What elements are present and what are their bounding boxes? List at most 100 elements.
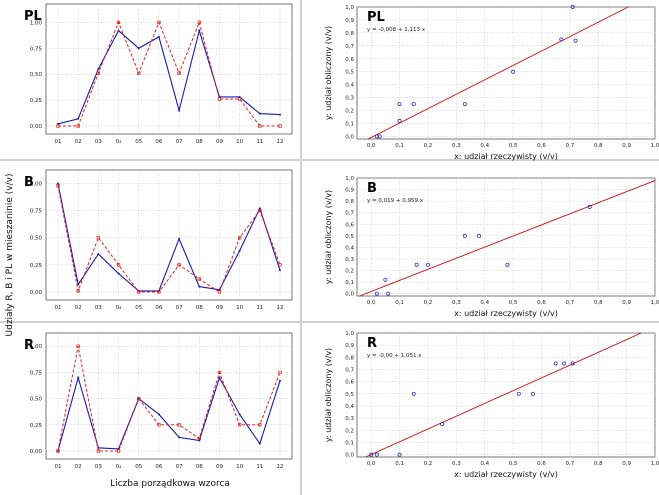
x-tick-label: 0,0 [367,143,376,149]
x-tick-label: 02 [75,464,82,470]
y-tick-label: 0,5 [345,70,354,76]
x-tick-label: 1,0 [651,143,659,149]
x-tick-label: 0₄ [116,464,122,470]
x-tick-label: 0,5 [509,300,518,306]
plot-frame [356,332,656,458]
observed-point [238,413,241,416]
x-tick-label: 0,2 [424,143,433,149]
y-tick-label: 0,4 [345,404,354,410]
y-tick-label: 0,25 [30,98,43,104]
data-point [377,134,382,139]
calculated-point [177,263,181,267]
x-tick-label: 05 [135,464,142,470]
b-scatter-chart: 0,0 0,1 0,2 0,3 0,4 0,5 0,6 0,7 0,8 0,9 1,0 0,0 0,1 0… [324,176,659,318]
y-tick-label: 0,50 [30,72,43,78]
data-point [374,452,379,457]
y-tick-label: 0,2 [345,109,354,115]
x-tick-label: 03 [95,464,102,470]
x-tick-label: 08 [196,464,203,470]
y-tick-label: 0,75 [30,46,43,52]
pl-line-chart: 01 02 03 0₄ 05 06 07 08 09 10 11 12 0,00 0,25 0,50 0,75… [24,3,293,145]
calculated-series-line [57,346,281,452]
regression-line [359,180,656,297]
observed-series-line [57,183,281,292]
y-tick-label: 0,4 [345,83,354,89]
observed-point [178,237,181,240]
x-tick-label: 0,1 [395,461,404,467]
calculated-point [56,449,60,453]
data-point [386,291,391,296]
data-point [562,361,567,366]
x-tick-label: 0,4 [480,461,489,467]
data-point [411,102,416,107]
calculated-point [197,20,201,25]
x-tick-label: 09 [216,305,223,311]
data-point [553,361,558,366]
y-tick-label: 0,6 [345,57,354,63]
y-tick-label: 0,1 [345,280,354,286]
x-tick-label: 0,4 [480,143,489,149]
left-y-axis-label: Udziały R, B i PL w mieszaninie (v/v) [5,173,15,337]
observed-point [279,269,281,272]
data-point [462,102,467,107]
y-tick-label: 0,25 [30,263,43,269]
plot-frame [356,177,656,297]
panel-label: B [24,175,34,190]
x-tick-label: 0,5 [509,461,518,467]
y-tick-label: 0,00 [30,290,43,296]
y-tick-label: 0,50 [30,236,43,242]
y-tick-label: 0,3 [345,96,354,102]
y-tick-label: 1,00 [30,20,43,26]
observed-point [77,283,80,286]
x-tick-label: 06 [155,305,162,311]
r-line-chart: 01 02 03 0₄ 05 06 07 08 09 10 11 12 0,00 0,25 0,50 0,75… [24,332,293,470]
calculated-point [217,370,222,375]
observed-point [218,376,221,379]
observed-point [258,207,261,210]
x-tick-label: 12 [277,305,284,311]
observed-series-line [57,375,281,452]
observed-point [198,29,201,32]
data-point [411,391,416,396]
x-tick-label: 07 [176,305,183,311]
y-tick-label: 0,8 [345,199,354,205]
x-tick-label: 01 [55,305,62,311]
x-tick-label: 10 [236,139,243,145]
x-tick-label: 07 [176,139,183,145]
x-tick-label: 0,9 [622,300,631,306]
x-tick-label: 08 [196,305,203,311]
y-tick-label: 0,2 [345,269,354,275]
observed-point [238,249,241,252]
calculated-point [116,263,121,267]
data-point [505,262,510,267]
x-tick-label: 06 [155,464,162,470]
data-point [559,37,564,42]
y-tick-label: 0,25 [30,423,43,429]
x-tick-label: 0,3 [452,143,461,149]
calculated-point [278,263,282,267]
x-tick-label: 0,0 [367,300,376,306]
y-tick-label: 0,2 [345,428,354,434]
x-tick-label: 03 [95,305,102,311]
y-tick-label: 0,00 [30,449,43,455]
observed-point [117,29,120,32]
y-tick-label: 0,9 [345,188,354,194]
y-axis-label: y: udział obliczony (v/v) [324,348,333,442]
observed-point [178,436,181,439]
x-tick-label: 02 [75,305,82,311]
observed-point [258,112,261,115]
data-point [477,233,481,238]
y-tick-label: 0,1 [345,121,354,127]
data-point [531,391,535,396]
panel-label: PL [367,10,385,25]
calculated-point [96,449,101,453]
observed-point [157,413,160,416]
calculated-point [96,236,101,240]
data-point [383,277,388,282]
x-tick-label: 01 [55,464,62,470]
calculated-point [197,277,201,281]
x-tick-label: 0,7 [565,300,574,306]
x-tick-label: 09 [216,464,223,470]
x-tick-label: 11 [256,305,263,311]
calculated-point [96,71,101,75]
